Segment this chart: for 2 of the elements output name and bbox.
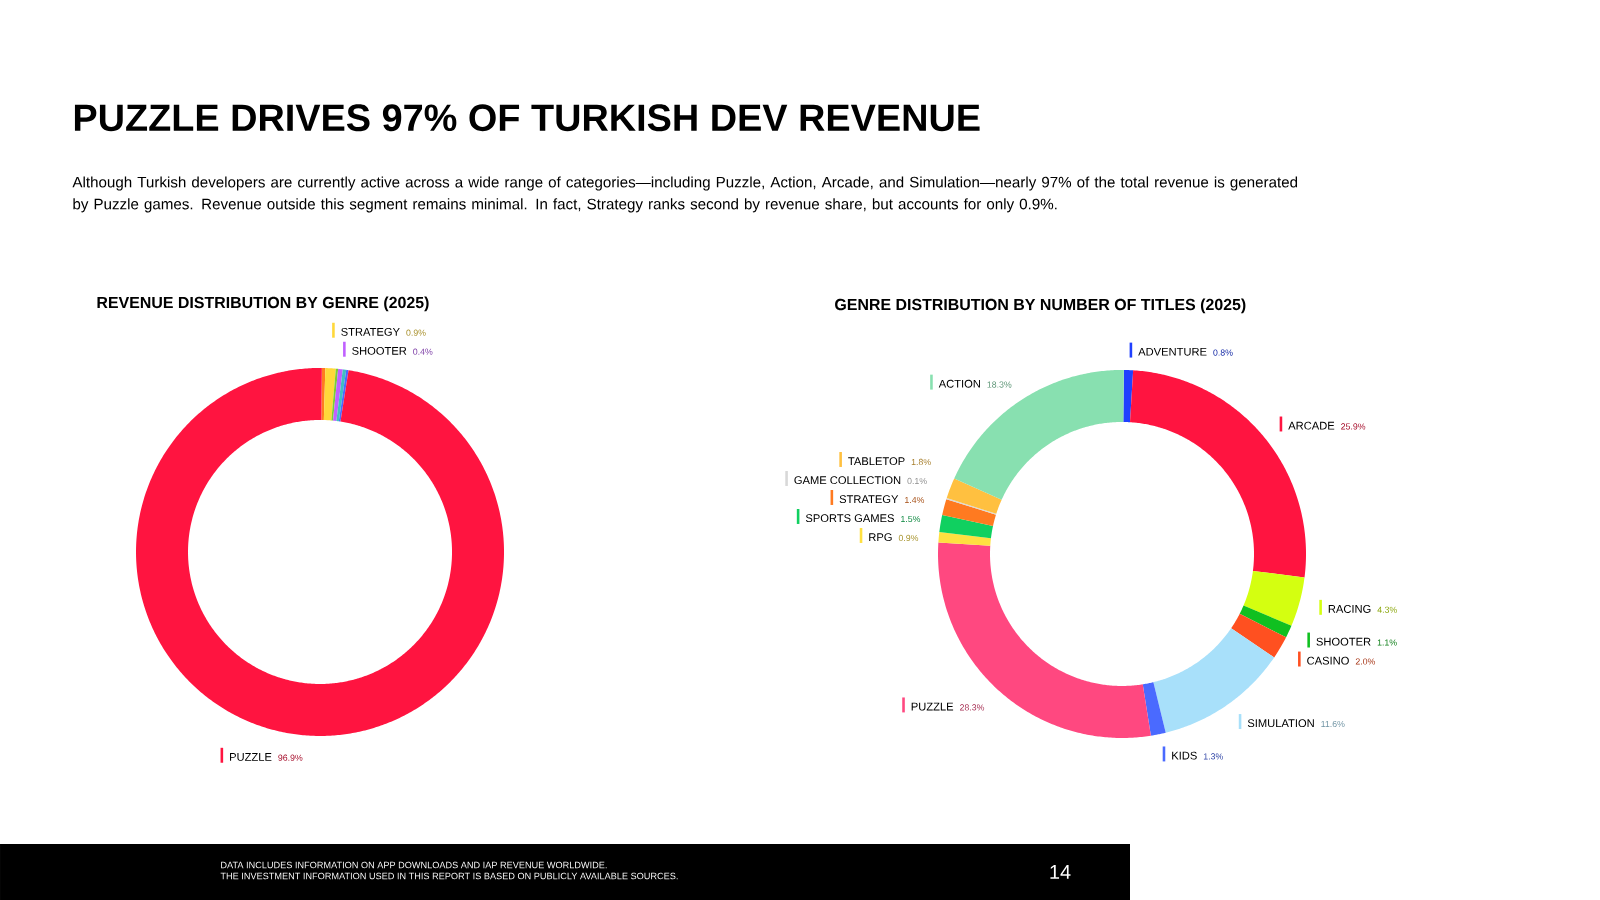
text: PUZZLE DRIVES 97% OF TURKISH DEV REVENUE [74,104,980,132]
text: 14 [1050,865,1071,879]
